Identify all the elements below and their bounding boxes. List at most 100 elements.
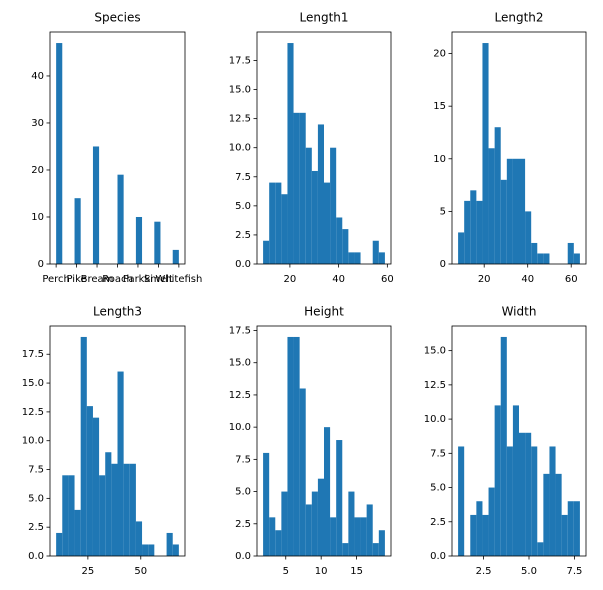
y-tick-label: 10.0 (229, 422, 251, 433)
x-tick-label: 40 (332, 274, 345, 285)
bar (56, 532, 63, 556)
bar (378, 530, 385, 556)
y-tick-label: 10.0 (22, 436, 44, 447)
y-tick-label: 5.0 (235, 201, 251, 212)
y-tick-label: 10 (31, 212, 44, 223)
bar (531, 446, 538, 556)
y-tick-label: 2.5 (430, 517, 446, 528)
bar (317, 478, 324, 556)
bar (123, 463, 130, 556)
y-tick-label: 17.5 (229, 55, 251, 66)
bar (543, 253, 550, 264)
y-tick-label: 0 (440, 259, 446, 270)
bar (573, 253, 580, 264)
bar (348, 252, 355, 264)
axes-frame (451, 325, 587, 557)
bar (494, 127, 501, 264)
x-tick-label: 50 (134, 566, 147, 577)
y-tick-label: 5 (440, 206, 446, 217)
bar (561, 514, 568, 556)
bar (311, 491, 318, 556)
bar (470, 190, 477, 264)
x-tick-label: 10 (315, 566, 328, 577)
y-tick-label: 15.0 (229, 358, 251, 369)
bar (293, 336, 300, 556)
bar (512, 158, 519, 264)
x-tick-label: 60 (565, 274, 578, 285)
subplot-title: Height (304, 305, 344, 319)
x-tick-label: 5 (283, 566, 289, 577)
bar (500, 179, 507, 264)
bar (372, 240, 379, 264)
bar (372, 543, 379, 556)
y-tick-label: 15.0 (229, 85, 251, 96)
bar (476, 501, 483, 556)
bar (525, 432, 532, 556)
y-tick-label: 7.5 (430, 448, 446, 459)
bar (506, 158, 513, 264)
bar (56, 43, 63, 264)
y-tick-label: 17.5 (22, 349, 44, 360)
bar (269, 517, 276, 556)
y-tick-label: 12.5 (22, 407, 44, 418)
bar (488, 487, 495, 556)
bar (342, 229, 349, 264)
x-tick-label: Whitefish (155, 274, 202, 285)
bar (62, 475, 69, 556)
bar (129, 463, 136, 556)
bar (567, 242, 574, 264)
bar (525, 211, 532, 264)
bar (111, 463, 118, 556)
bar (549, 446, 556, 556)
y-tick-label: 7.5 (235, 172, 251, 183)
bar (470, 514, 477, 556)
bar (537, 253, 544, 264)
subplot-title: Width (502, 305, 537, 319)
subplot-title: Length2 (494, 11, 543, 25)
bar (555, 473, 562, 556)
bar (348, 491, 355, 556)
bar (135, 216, 143, 264)
bar (172, 249, 179, 264)
x-tick-label: 5.0 (521, 566, 537, 577)
bar (275, 530, 282, 556)
y-tick-label: 10 (433, 154, 446, 165)
bar (512, 405, 519, 556)
bar (354, 252, 361, 264)
subplot-title: Species (94, 11, 140, 25)
y-tick-label: 0.0 (430, 551, 446, 562)
bar (531, 242, 538, 264)
y-tick-label: 7.5 (235, 454, 251, 465)
y-tick-label: 10.0 (424, 414, 446, 425)
x-tick-label: 40 (521, 274, 534, 285)
bar (263, 240, 270, 264)
bar (458, 446, 465, 556)
axes-frame (256, 325, 392, 557)
bar (299, 112, 306, 264)
bar (458, 232, 465, 264)
x-tick-label: 20 (284, 274, 297, 285)
bar (519, 432, 526, 556)
bar (68, 475, 75, 556)
y-tick-label: 5.0 (28, 493, 44, 504)
bar (74, 509, 81, 556)
bar (567, 501, 574, 556)
x-tick-label: 15 (350, 566, 363, 577)
bar (519, 158, 526, 264)
x-tick-label: Parkki (123, 274, 153, 285)
bar (99, 475, 106, 556)
bar (287, 43, 294, 264)
bar (482, 514, 489, 556)
bar (92, 146, 100, 264)
bar (86, 406, 93, 556)
x-tick-label: Bream (81, 274, 114, 285)
x-tick-label: Perch (42, 274, 70, 285)
y-tick-label: 17.5 (229, 326, 251, 337)
bar (305, 147, 312, 264)
y-tick-label: 12.5 (229, 390, 251, 401)
y-tick-label: 12.5 (229, 114, 251, 125)
bar (281, 491, 288, 556)
bar (105, 452, 112, 556)
x-tick-label: Pike (66, 274, 86, 285)
